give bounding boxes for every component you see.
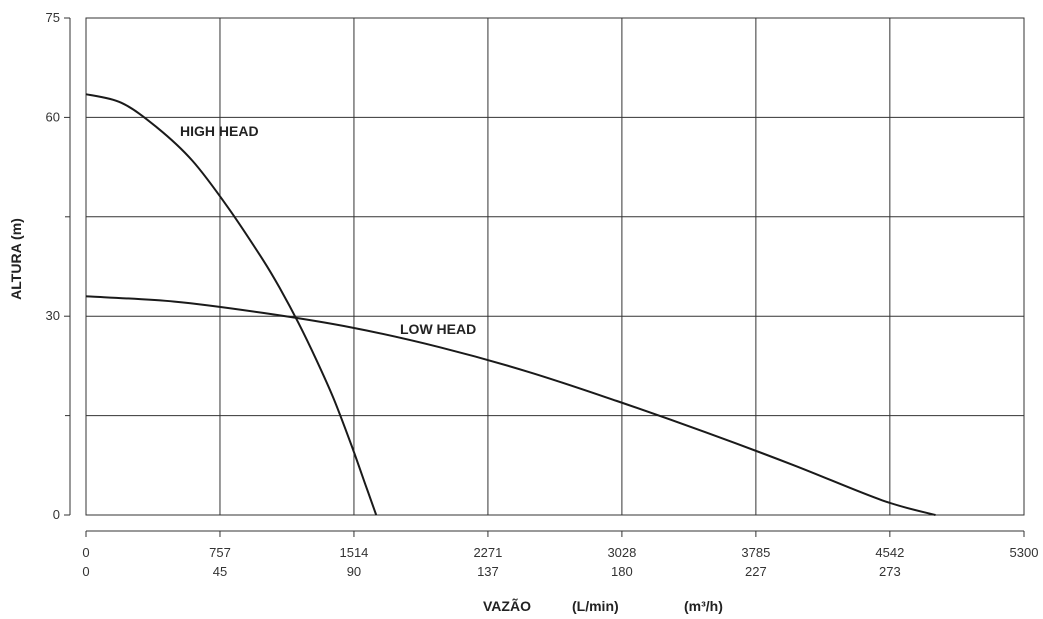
x-tick-label-lpm: 5300 — [1010, 545, 1039, 560]
tick-labels: 0 30 60 75 0 0 757 45 1514 90 2271 137 3028 180 3785 22… — [46, 10, 1039, 579]
axes — [64, 17, 1025, 537]
y-tick-label: 30 — [46, 308, 60, 323]
y-tick-label: 0 — [53, 507, 60, 522]
low-head-label: LOW HEAD — [400, 321, 476, 337]
x-tick-label-lpm: 3785 — [741, 545, 770, 560]
x-tick-label-m3h: 180 — [611, 564, 633, 579]
x-tick-label-m3h: 137 — [477, 564, 499, 579]
x-tick-label-m3h: 90 — [347, 564, 361, 579]
y-axis-title: ALTURA (m) — [8, 218, 24, 300]
x-tick-label-lpm: 3028 — [607, 545, 636, 560]
x-tick-label-m3h: 227 — [745, 564, 767, 579]
grid-lines — [85, 17, 1025, 516]
x-axis-unit-lpm: (L/min) — [572, 598, 619, 614]
y-tick-label: 60 — [46, 109, 60, 124]
x-tick-label-lpm: 1514 — [339, 545, 368, 560]
series-labels: HIGH HEAD LOW HEAD — [180, 123, 476, 337]
high-head-label: HIGH HEAD — [180, 123, 259, 139]
x-axis-title: VAZÃO — [483, 597, 531, 614]
x-tick-label-m3h: 273 — [879, 564, 901, 579]
x-tick-label-lpm: 757 — [209, 545, 231, 560]
x-tick-label-m3h: 0 — [82, 564, 89, 579]
x-tick-label-lpm: 0 — [82, 545, 89, 560]
x-tick-label-lpm: 4542 — [875, 545, 904, 560]
plot-border — [85, 17, 1025, 516]
x-tick-label-lpm: 2271 — [473, 545, 502, 560]
pump-curves — [85, 93, 936, 516]
x-axis-unit-m3h: (m³/h) — [684, 598, 723, 614]
x-tick-label-m3h: 45 — [213, 564, 227, 579]
y-tick-label: 75 — [46, 10, 60, 25]
high-head-curve — [85, 93, 378, 516]
low-head-curve — [85, 295, 936, 516]
